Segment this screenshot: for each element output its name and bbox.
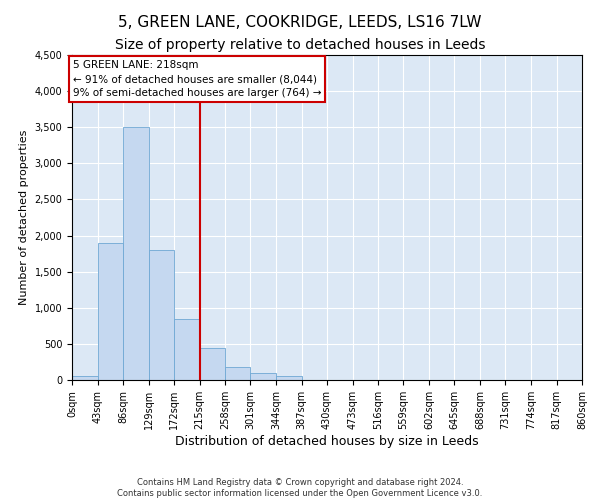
- Text: 5 GREEN LANE: 218sqm
← 91% of detached houses are smaller (8,044)
9% of semi-det: 5 GREEN LANE: 218sqm ← 91% of detached h…: [73, 60, 321, 98]
- Bar: [97, 243, 123, 380]
- Bar: [123, 127, 149, 380]
- Bar: [149, 250, 174, 380]
- Bar: [72, 376, 97, 380]
- Text: Contains HM Land Registry data © Crown copyright and database right 2024.
Contai: Contains HM Land Registry data © Crown c…: [118, 478, 482, 498]
- Y-axis label: Number of detached properties: Number of detached properties: [19, 130, 29, 305]
- Bar: [199, 348, 225, 380]
- Bar: [174, 318, 199, 380]
- Bar: [276, 376, 302, 380]
- Text: 5, GREEN LANE, COOKRIDGE, LEEDS, LS16 7LW: 5, GREEN LANE, COOKRIDGE, LEEDS, LS16 7L…: [118, 15, 482, 30]
- Bar: [225, 368, 251, 380]
- Text: Size of property relative to detached houses in Leeds: Size of property relative to detached ho…: [115, 38, 485, 52]
- Bar: [251, 373, 276, 380]
- X-axis label: Distribution of detached houses by size in Leeds: Distribution of detached houses by size …: [175, 434, 479, 448]
